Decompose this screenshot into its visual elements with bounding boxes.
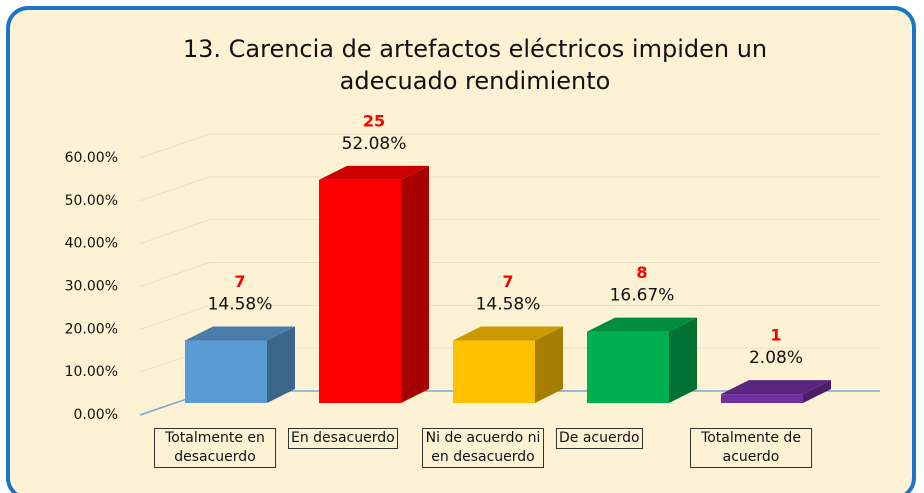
count-label: 25 [363,111,385,130]
count-label: 7 [502,272,513,291]
x-tick-label: Ni de acuerdo ni en desacuerdo [422,428,544,468]
bar [319,179,401,403]
value-label: 14.58% [476,295,541,315]
count-label: 1 [770,326,781,345]
x-tick-label: En desacuerdo [288,428,398,449]
bar-side [669,317,697,403]
y-tick-label: 40.00% [65,236,118,252]
value-label: 2.08% [749,348,803,368]
bar [453,340,535,403]
grid-line [139,133,880,159]
bar-side [267,326,295,403]
bar-top [453,326,563,341]
bar-side [401,165,429,403]
bar [185,340,267,403]
value-label: 14.58% [208,295,273,315]
bar-top [587,317,697,332]
bar-side [803,380,831,403]
y-tick-label: 60.00% [65,150,118,166]
count-label: 7 [234,272,245,291]
value-label: 16.67% [610,286,675,306]
x-tick-label: Totalmente en desacuerdo [154,428,276,468]
bar [587,331,669,403]
chart-title: 13. Carencia de artefactos eléctricos im… [183,35,767,95]
y-tick-label: 20.00% [65,321,118,337]
bar-top [319,165,429,180]
bar [721,394,803,403]
grid-line [139,176,880,202]
count-label: 8 [636,263,647,282]
x-tick-label: Totalmente de acuerdo [690,428,812,468]
value-label: 52.08% [342,134,407,154]
bar-top [721,380,831,395]
bar-top [185,326,295,341]
y-tick-label: 30.00% [65,279,118,295]
bar-side [535,326,563,403]
grid-line [139,304,880,330]
grid-line [139,219,880,245]
x-tick-label: De acuerdo [556,428,643,449]
y-tick-label: 0.00% [74,407,118,423]
y-tick-label: 10.00% [65,364,118,380]
y-tick-label: 50.00% [65,193,118,209]
grid-line [139,262,880,287]
